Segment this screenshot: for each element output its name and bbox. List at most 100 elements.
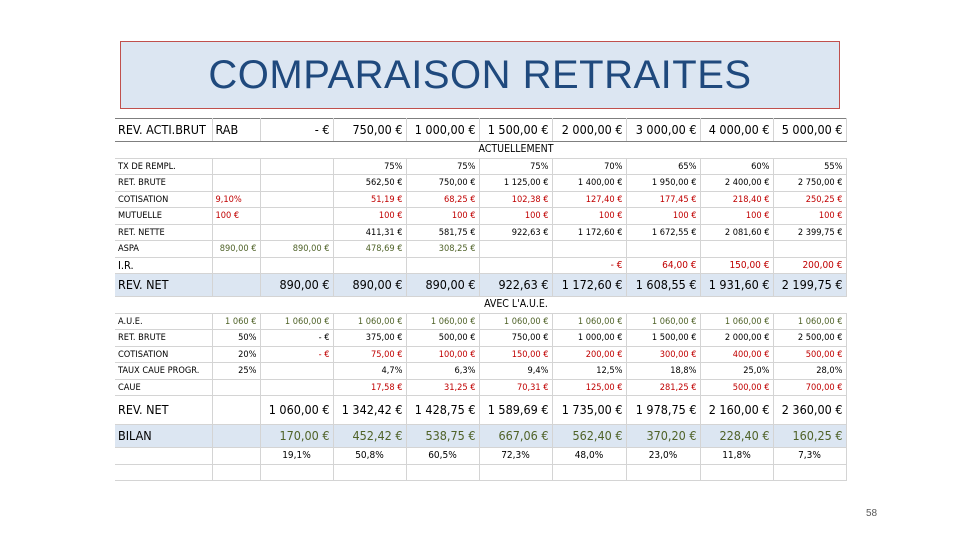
cell: 1 672,55 € — [626, 224, 701, 241]
cell: 1 060,00 € — [626, 313, 701, 330]
cell: 1 060,00 € — [260, 313, 334, 330]
cell: 64,00 € — [626, 257, 701, 274]
row-label: ASPA — [115, 240, 213, 258]
table-row-bilan: BILAN 170,00 € 452,42 € 538,75 € 667,06 … — [115, 424, 847, 448]
cell: 1 172,60 € — [552, 273, 627, 297]
cell: - € — [260, 329, 334, 347]
table-row-bilan-pct: 19,1% 50,8% 60,5% 72,3% 48,0% 23,0% 11,8… — [115, 447, 847, 465]
cell — [552, 240, 627, 258]
cell: 562,40 € — [552, 424, 627, 448]
cell: 890,00 € — [260, 240, 334, 258]
cell: 452,42 € — [333, 424, 407, 448]
cell: 1 172,60 € — [552, 224, 627, 241]
slide-title: COMPARAISON RETRAITES — [208, 52, 752, 97]
cell: - € — [260, 346, 334, 363]
section-title-actuellement: ACTUELLEMENT — [406, 141, 626, 159]
cell — [626, 240, 701, 258]
row-label: COTISATION — [115, 346, 213, 363]
cell — [260, 191, 334, 208]
cell: 55% — [773, 158, 847, 175]
cell — [773, 240, 847, 258]
cell — [260, 224, 334, 241]
cell: 375,00 € — [333, 329, 407, 347]
cell: 51,19 € — [333, 191, 407, 208]
row-label: COTISATION — [115, 191, 213, 208]
cell: 12,5% — [552, 362, 627, 380]
table-row-ret-brute-2: RET. BRUTE 50% - € 375,00 € 500,00 € 750… — [115, 329, 847, 347]
cell: 11,8% — [700, 447, 774, 465]
cell — [260, 362, 334, 380]
cell: 28,0% — [773, 362, 847, 380]
cell: 1 060,00 € — [333, 313, 407, 330]
table-row-aspa: ASPA 890,00 € 890,00 € 478,69 € 308,25 € — [115, 240, 847, 258]
row-label: I.R. — [115, 257, 213, 274]
cell: 75% — [333, 158, 407, 175]
cell: 102,38 € — [479, 191, 553, 208]
cell: 308,25 € — [406, 240, 480, 258]
cell: 750,00 € — [406, 174, 480, 192]
cell: 1 931,60 € — [700, 273, 774, 297]
table-row-rev-net-1: REV. NET 890,00 € 890,00 € 890,00 € 922,… — [115, 273, 847, 297]
cell: 72,3% — [479, 447, 553, 465]
cell: 228,40 € — [700, 424, 774, 448]
cell: 1 428,75 € — [406, 395, 480, 425]
table-row-caue: CAUE 17,58 € 31,25 € 70,31 € 125,00 € 28… — [115, 379, 847, 396]
cell: 562,50 € — [333, 174, 407, 192]
cell: 478,69 € — [333, 240, 407, 258]
cell: 125,00 € — [552, 379, 627, 396]
cell: 200,00 € — [552, 346, 627, 363]
row-label: REV. NET — [115, 395, 213, 425]
cell: 750,00 € — [479, 329, 553, 347]
cell — [260, 158, 334, 175]
cell: 2 160,00 € — [700, 395, 774, 425]
cell: 1 400,00 € — [552, 174, 627, 192]
cell: 2 000,00 € — [552, 118, 627, 142]
cell: 75% — [406, 158, 480, 175]
table-row-ret-brute: RET. BRUTE 562,50 € 750,00 € 1 125,00 € … — [115, 174, 847, 192]
cell: 500,00 € — [406, 329, 480, 347]
cell — [260, 207, 334, 225]
comparison-table-area: REV. ACTI.BRUT RAB - € 750,00 € 1 000,00… — [115, 118, 847, 498]
row-label: TAUX CAUE PROGR. — [115, 362, 213, 380]
table-row-cotisation: COTISATION 9,10% 51,19 € 68,25 € 102,38 … — [115, 191, 847, 208]
cell: 500,00 € — [773, 346, 847, 363]
cell: 581,75 € — [406, 224, 480, 241]
row-label: RET. BRUTE — [115, 174, 213, 192]
rab-cell — [212, 257, 261, 274]
cell: 170,00 € — [260, 424, 334, 448]
cell — [479, 240, 553, 258]
table-row-tx-rempl: TX DE REMPL. 75% 75% 75% 70% 65% 60% 55% — [115, 158, 847, 175]
table-row-ir: I.R. - € 64,00 € 150,00 € 200,00 € — [115, 257, 847, 274]
cell: 2 750,00 € — [773, 174, 847, 192]
cell — [479, 257, 553, 274]
cell: - € — [260, 118, 334, 142]
comparison-table: REV. ACTI.BRUT RAB - € 750,00 € 1 000,00… — [115, 118, 847, 481]
cell: 127,40 € — [552, 191, 627, 208]
row-label: TX DE REMPL. — [115, 158, 213, 175]
cell: 68,25 € — [406, 191, 480, 208]
page-number: 58 — [866, 508, 878, 519]
cell: 1 500,00 € — [626, 329, 701, 347]
cell: 1 589,69 € — [479, 395, 553, 425]
rab-cell: 890,00 € — [212, 240, 261, 258]
cell: 60,5% — [406, 447, 480, 465]
rab-header: RAB — [212, 118, 261, 142]
cell: 1 500,00 € — [479, 118, 553, 142]
cell: 1 978,75 € — [626, 395, 701, 425]
cell: 18,8% — [626, 362, 701, 380]
cell: 2 500,00 € — [773, 329, 847, 347]
cell: 23,0% — [626, 447, 701, 465]
table-row-empty — [115, 464, 847, 481]
cell: 2 399,75 € — [773, 224, 847, 241]
cell: 200,00 € — [773, 257, 847, 274]
row-label: A.U.E. — [115, 313, 213, 330]
cell: 370,20 € — [626, 424, 701, 448]
cell: 400,00 € — [700, 346, 774, 363]
cell: 100 € — [479, 207, 553, 225]
cell: 890,00 € — [333, 273, 407, 297]
cell: 60% — [700, 158, 774, 175]
cell: 100 € — [773, 207, 847, 225]
row-label: RET. NETTE — [115, 224, 213, 241]
section-row: AVEC L'A.U.E. — [115, 296, 846, 314]
cell: 667,06 € — [479, 424, 553, 448]
